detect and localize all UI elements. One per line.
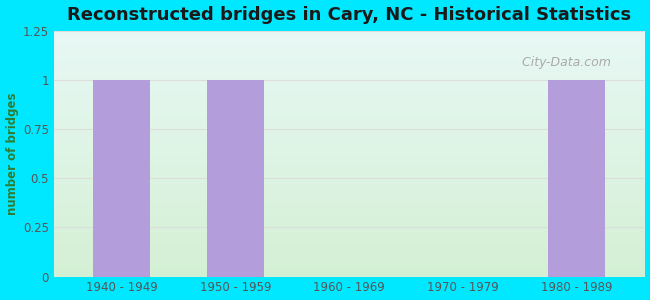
- Bar: [94, 80, 150, 277]
- Bar: [207, 80, 264, 277]
- Bar: [548, 80, 604, 277]
- Y-axis label: number of bridges: number of bridges: [6, 92, 19, 215]
- Text: City-Data.com: City-Data.com: [515, 56, 612, 69]
- Title: Reconstructed bridges in Cary, NC - Historical Statistics: Reconstructed bridges in Cary, NC - Hist…: [67, 6, 631, 24]
